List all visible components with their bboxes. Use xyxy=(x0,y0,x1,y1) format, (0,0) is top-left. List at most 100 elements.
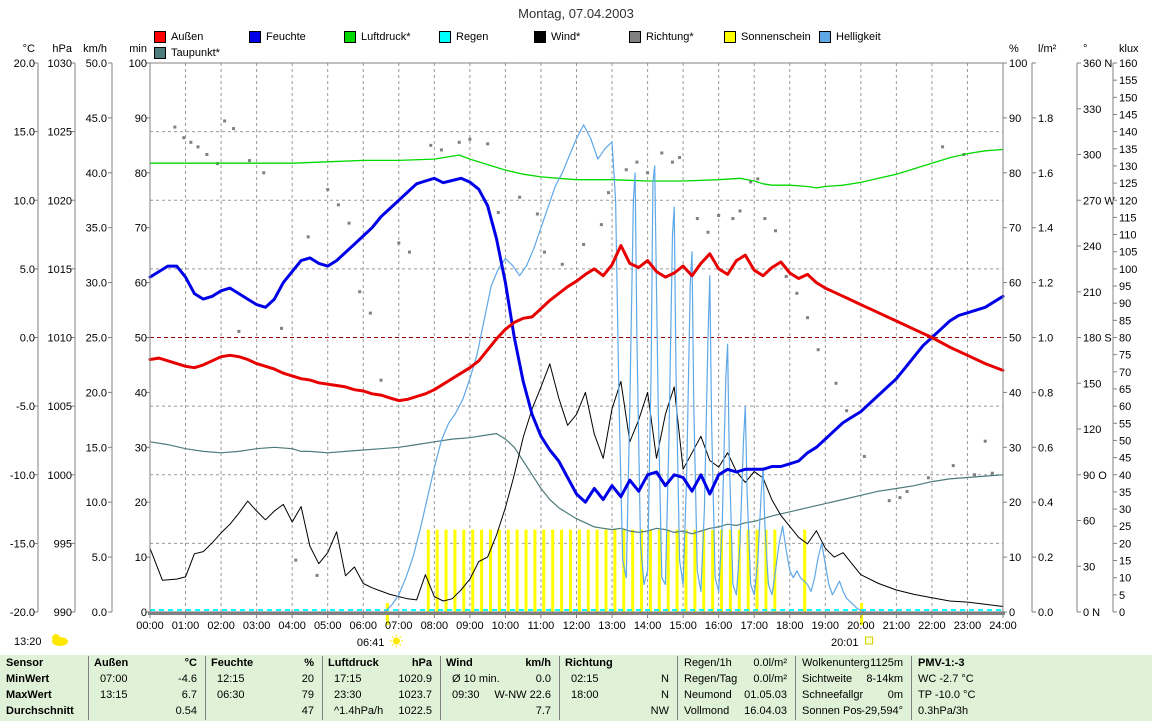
richtung-dot xyxy=(306,235,310,239)
richtung-dot xyxy=(379,378,383,382)
legend-swatch-icon xyxy=(724,31,736,43)
series-taupunkt xyxy=(149,433,1004,535)
table-cell: Sichtweite xyxy=(802,673,853,685)
table-cell: 06:30 xyxy=(217,689,245,701)
axis-tick-label: 330 xyxy=(1083,104,1101,116)
axis-tick-label: 10 xyxy=(1009,552,1021,564)
table-cell: 79 xyxy=(301,689,314,701)
table-cell: hPa xyxy=(411,657,432,669)
table-cell: 17:15 xyxy=(334,673,362,685)
axis-tick-label: 35.0 xyxy=(86,223,107,235)
sunshine-bar xyxy=(640,529,644,612)
legend-item-taupunkt: Taupunkt* xyxy=(154,47,220,59)
sunrise-time: 06:41 xyxy=(357,637,385,649)
axis-unit-%: % xyxy=(1009,43,1019,55)
sunshine-bar xyxy=(702,529,706,612)
axis-tick-label: -15.0 xyxy=(10,538,35,550)
axis-tick-label: 1.8 xyxy=(1038,113,1053,125)
axis-tick-label: 0.6 xyxy=(1038,442,1053,454)
axis-tick-label: 60 xyxy=(1009,278,1021,290)
axis-tick-label: 135 xyxy=(1119,144,1137,156)
legend-label: Außen xyxy=(171,31,204,43)
table-column-1: Außen °C 07:00 -4.6 13:15 6.7 0.54 xyxy=(88,655,205,721)
table-cell: 23:30 xyxy=(334,689,362,701)
axis-unit-km/h: km/h xyxy=(83,43,107,55)
axis-unit-°C: °C xyxy=(23,43,35,55)
sunshine-bar xyxy=(657,529,661,612)
axis-tick-label: -20.0 xyxy=(10,607,35,619)
axis-tick-label: 30 xyxy=(135,442,147,454)
axis-tick-label: 160 xyxy=(1119,58,1137,70)
richtung-dot xyxy=(731,217,735,221)
richtung-dot xyxy=(635,160,639,164)
sunshine-bar xyxy=(515,529,519,612)
axis-tick-label: 5.0 xyxy=(92,552,107,564)
richtung-dot xyxy=(795,291,799,295)
table-col-header: Wind xyxy=(446,657,473,669)
table-cell: N xyxy=(661,673,669,685)
richtung-dot xyxy=(336,203,340,207)
table-cell: W-NW 22.6 xyxy=(494,689,551,701)
axis-tick-label: 1.6 xyxy=(1038,168,1053,180)
axis-unit-min: min xyxy=(129,43,147,55)
axis-tick-label: 125 xyxy=(1119,178,1137,190)
axis-tick-label: 0.0 xyxy=(92,607,107,619)
table-column-7: Wolkenunterg 1125m Sichtweite 8-14km Schneef… xyxy=(795,655,911,721)
axis-tick-label: 240 xyxy=(1083,241,1101,253)
axis-tick-label: 50.0 xyxy=(86,58,107,70)
sunshine-bar xyxy=(613,529,617,612)
richtung-dot xyxy=(173,125,177,129)
table-cell: Vollmond xyxy=(684,705,730,717)
axis-tick-label: 110 xyxy=(1119,230,1137,242)
richtung-dot xyxy=(468,137,472,141)
axis-tick-label: 65 xyxy=(1119,384,1131,396)
sunshine-bar xyxy=(693,529,697,612)
axis-tick-label: 80 xyxy=(1009,168,1021,180)
axis-tick-label: 0.2 xyxy=(1038,552,1053,564)
table-separator xyxy=(88,656,89,720)
axis-tick-label: 1015 xyxy=(48,264,72,276)
table-row-label: Durchschnitt xyxy=(6,705,74,717)
axis-tick-label: 20 xyxy=(1119,538,1131,550)
table-cell: 6.7 xyxy=(181,689,197,701)
axis-tick-label: 0 xyxy=(141,607,147,619)
legend-item-regen: Regen xyxy=(439,31,488,43)
richtung-dot xyxy=(845,409,849,413)
legend-swatch-icon xyxy=(534,31,546,43)
axis-tick-label: 0.4 xyxy=(1038,497,1053,509)
sunshine-bar xyxy=(551,529,555,612)
axis-tick-label: 150 xyxy=(1083,378,1101,390)
richtung-dot xyxy=(294,558,298,562)
richtung-dot xyxy=(535,212,539,216)
axis-tick-label: 15 xyxy=(1119,556,1131,568)
axis-tick-label: 85 xyxy=(1119,315,1131,327)
axis-tick-label: 60 xyxy=(135,278,147,290)
richtung-dot xyxy=(784,275,788,278)
table-cell: Ø 10 min. xyxy=(452,673,500,685)
table-cell: °C xyxy=(184,657,197,669)
sunshine-bar xyxy=(568,529,572,612)
legend-item-richtung: Richtung* xyxy=(629,31,694,43)
sunshine-bar xyxy=(577,529,581,612)
richtung-dot xyxy=(315,573,319,577)
series-feuchte xyxy=(148,176,1005,504)
page-title: Montag, 07.04.2003 xyxy=(518,6,634,21)
richtung-dot xyxy=(756,177,760,181)
axis-tick-label: -5.0 xyxy=(16,401,35,413)
richtung-dot xyxy=(749,180,753,184)
table-cell: 47 xyxy=(301,705,314,717)
richtung-dot xyxy=(347,221,351,225)
richtung-dot xyxy=(816,348,820,352)
x-tick-label: 06:00 xyxy=(349,620,377,632)
axis-tick-label: 45 xyxy=(1119,453,1131,465)
x-tick-label: 18:00 xyxy=(776,620,804,632)
table-cell: 13:15 xyxy=(100,689,128,701)
axis-tick-label: 80 xyxy=(1119,333,1131,345)
table-cell: 12:15 xyxy=(217,673,245,685)
richtung-dot xyxy=(941,145,945,149)
table-cell: TP -10.0 °C xyxy=(918,689,976,701)
legend-swatch-icon xyxy=(344,31,356,43)
legend-swatch-icon xyxy=(249,31,261,43)
richtung-dot xyxy=(862,454,866,458)
richtung-dot xyxy=(717,214,721,217)
